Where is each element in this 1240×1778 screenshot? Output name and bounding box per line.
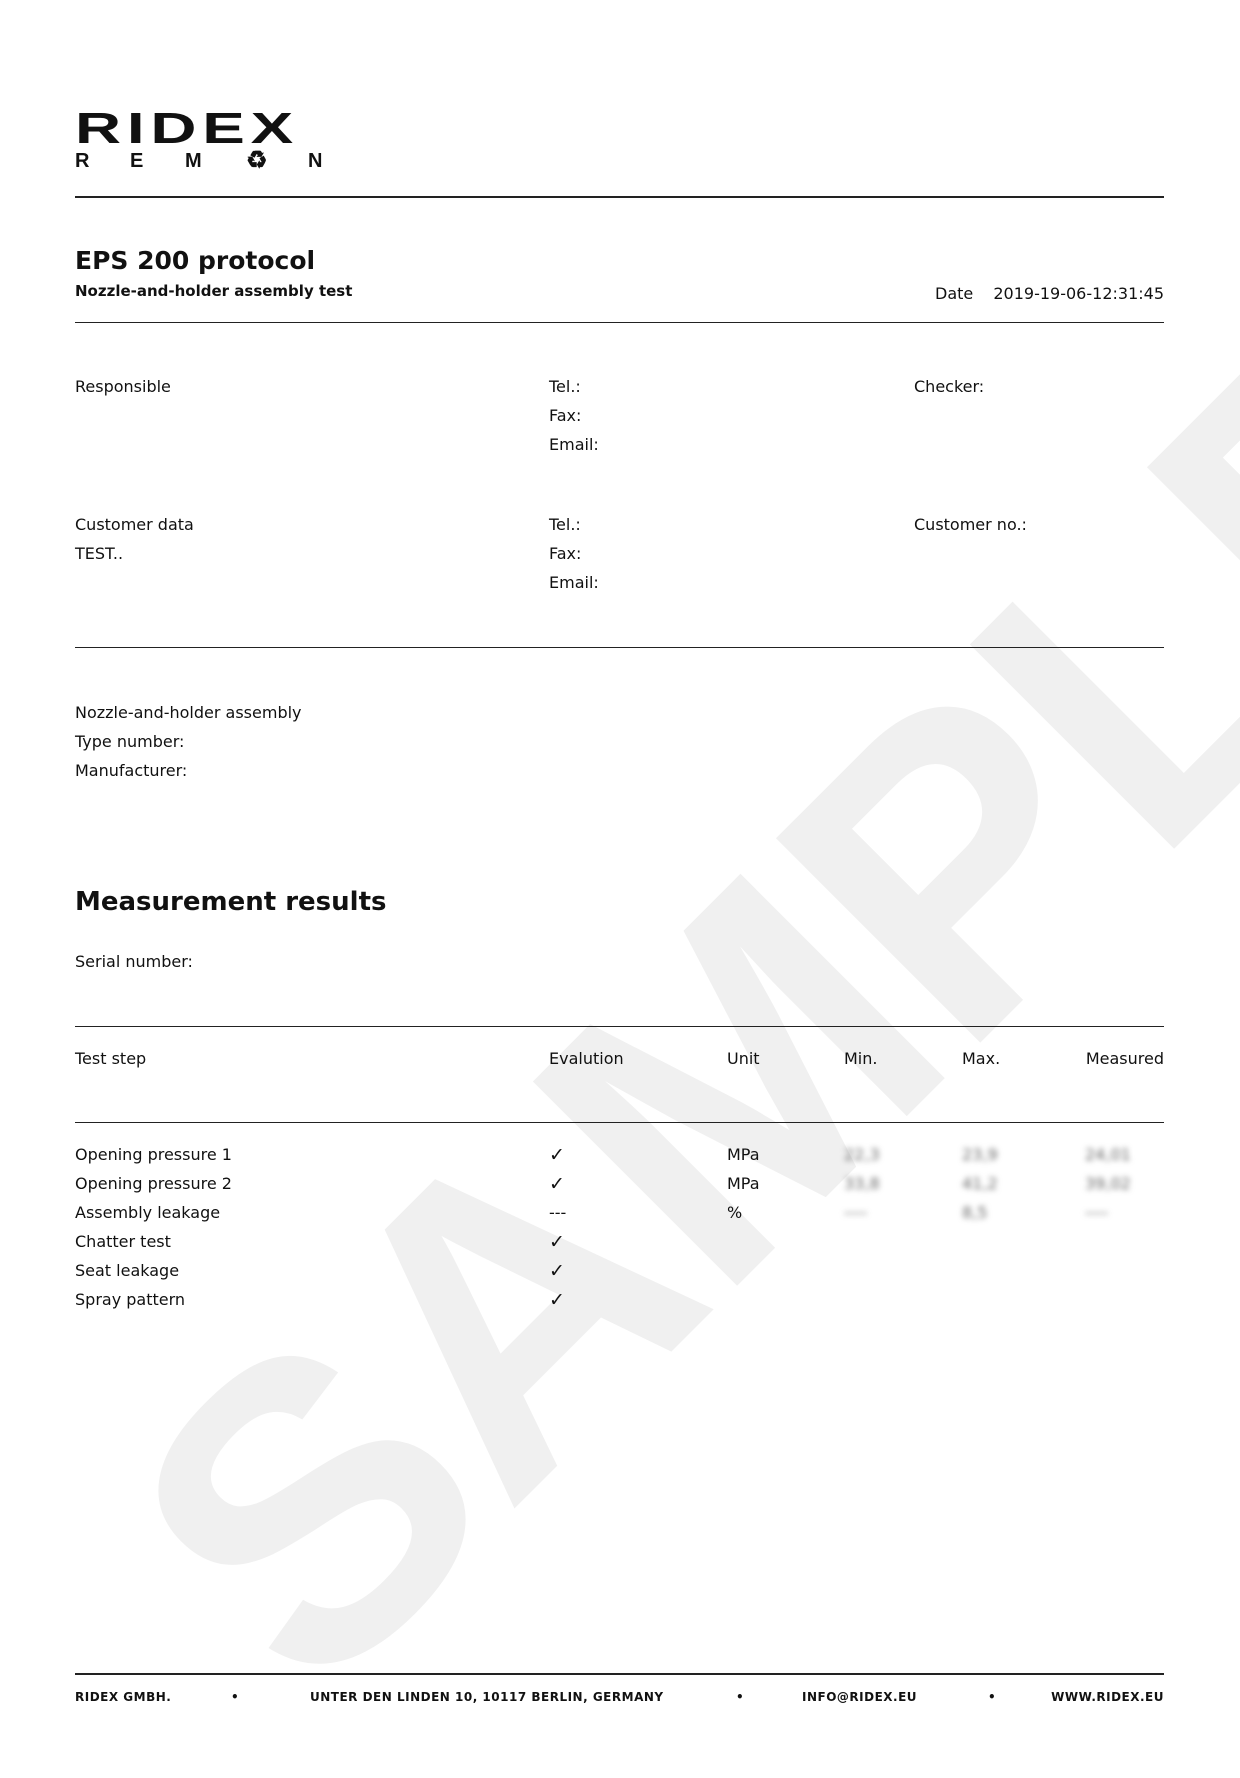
date-label: Date <box>935 284 974 303</box>
logo-letter: E <box>130 150 144 172</box>
logo-brand: RIDEX <box>75 104 300 153</box>
section-title: Measurement results <box>75 887 387 917</box>
divider <box>75 1673 1164 1675</box>
cell-measured: 24,01 <box>1085 1145 1131 1164</box>
cell-step: Assembly leakage <box>75 1203 221 1222</box>
customer-email: Email: <box>549 573 599 592</box>
column-header: Test step <box>75 1049 147 1068</box>
footer-separator: • <box>231 1690 240 1704</box>
responsible-label: Responsible <box>75 377 171 396</box>
cell-eval: ✓ <box>549 1173 565 1195</box>
footer-website[interactable]: WWW.RIDEX.EU <box>1051 1690 1164 1704</box>
customer-value: TEST.. <box>75 544 124 563</box>
cell-step: Seat leakage <box>75 1261 180 1280</box>
cell-eval: --- <box>549 1203 567 1222</box>
cell-measured: ---- <box>1085 1203 1109 1222</box>
cell-eval: ✓ <box>549 1144 565 1166</box>
divider <box>75 1122 1164 1123</box>
column-header: Min. <box>844 1049 878 1068</box>
cell-measured: 39,02 <box>1085 1174 1131 1193</box>
cell-min: 22,3 <box>844 1145 880 1164</box>
cell-unit: MPa <box>727 1174 760 1193</box>
column-header: Max. <box>962 1049 1001 1068</box>
customer-tel: Tel.: <box>549 515 581 534</box>
column-header: Unit <box>727 1049 760 1068</box>
responsible-email: Email: <box>549 435 599 454</box>
cell-max: 41,2 <box>962 1174 998 1193</box>
recycle-icon: ♻ <box>246 147 268 174</box>
cell-step: Chatter test <box>75 1232 171 1251</box>
checker-label: Checker: <box>914 377 985 396</box>
footer-company: RIDEX GMBH. <box>75 1690 172 1704</box>
assembly-label: Nozzle-and-holder assembly <box>75 703 302 722</box>
cell-eval: ✓ <box>549 1260 565 1282</box>
serial-number-label: Serial number: <box>75 952 193 971</box>
cell-eval: ✓ <box>549 1231 565 1253</box>
column-header: Measured <box>1085 1049 1164 1068</box>
cell-max: 23,9 <box>962 1145 998 1164</box>
divider <box>75 196 1164 198</box>
customer-label: Customer data <box>75 515 194 534</box>
divider <box>75 647 1164 648</box>
customer-fax: Fax: <box>549 544 582 563</box>
cell-min: 33,8 <box>844 1174 880 1193</box>
responsible-tel: Tel.: <box>549 377 581 396</box>
customer-no-label: Customer no.: <box>914 515 1027 534</box>
cell-min: ---- <box>844 1203 868 1222</box>
cell-unit: % <box>727 1203 743 1222</box>
divider <box>75 1026 1164 1027</box>
footer-separator: • <box>988 1690 997 1704</box>
responsible-fax: Fax: <box>549 406 582 425</box>
cell-step: Spray pattern <box>75 1290 186 1309</box>
footer-address: UNTER DEN LINDEN 10, 10117 BERLIN, GERMA… <box>310 1690 664 1704</box>
footer-separator: • <box>736 1690 745 1704</box>
logo-letter: N <box>308 150 323 172</box>
cell-step: Opening pressure 2 <box>75 1174 232 1193</box>
page-title: EPS 200 protocol <box>75 246 316 275</box>
footer-email[interactable]: INFO@RIDEX.EU <box>802 1690 918 1704</box>
cell-max: 8,5 <box>962 1203 988 1222</box>
cell-eval: ✓ <box>549 1289 565 1311</box>
manufacturer-label: Manufacturer: <box>75 761 188 780</box>
divider <box>75 322 1164 323</box>
logo-letter: R <box>75 150 90 172</box>
page-subtitle: Nozzle-and-holder assembly test <box>75 282 353 300</box>
logo-letter: M <box>185 150 202 172</box>
date-value: 2019-19-06-12:31:45 <box>993 284 1164 303</box>
type-number-label: Type number: <box>75 732 185 751</box>
cell-unit: MPa <box>727 1145 760 1164</box>
cell-step: Opening pressure 1 <box>75 1145 232 1164</box>
column-header: Evalution <box>549 1049 624 1068</box>
